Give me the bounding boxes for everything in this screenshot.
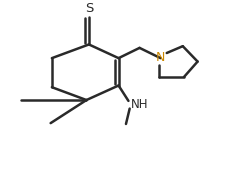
Text: N: N — [156, 51, 165, 64]
Text: NH: NH — [131, 98, 148, 111]
Text: S: S — [85, 2, 93, 15]
